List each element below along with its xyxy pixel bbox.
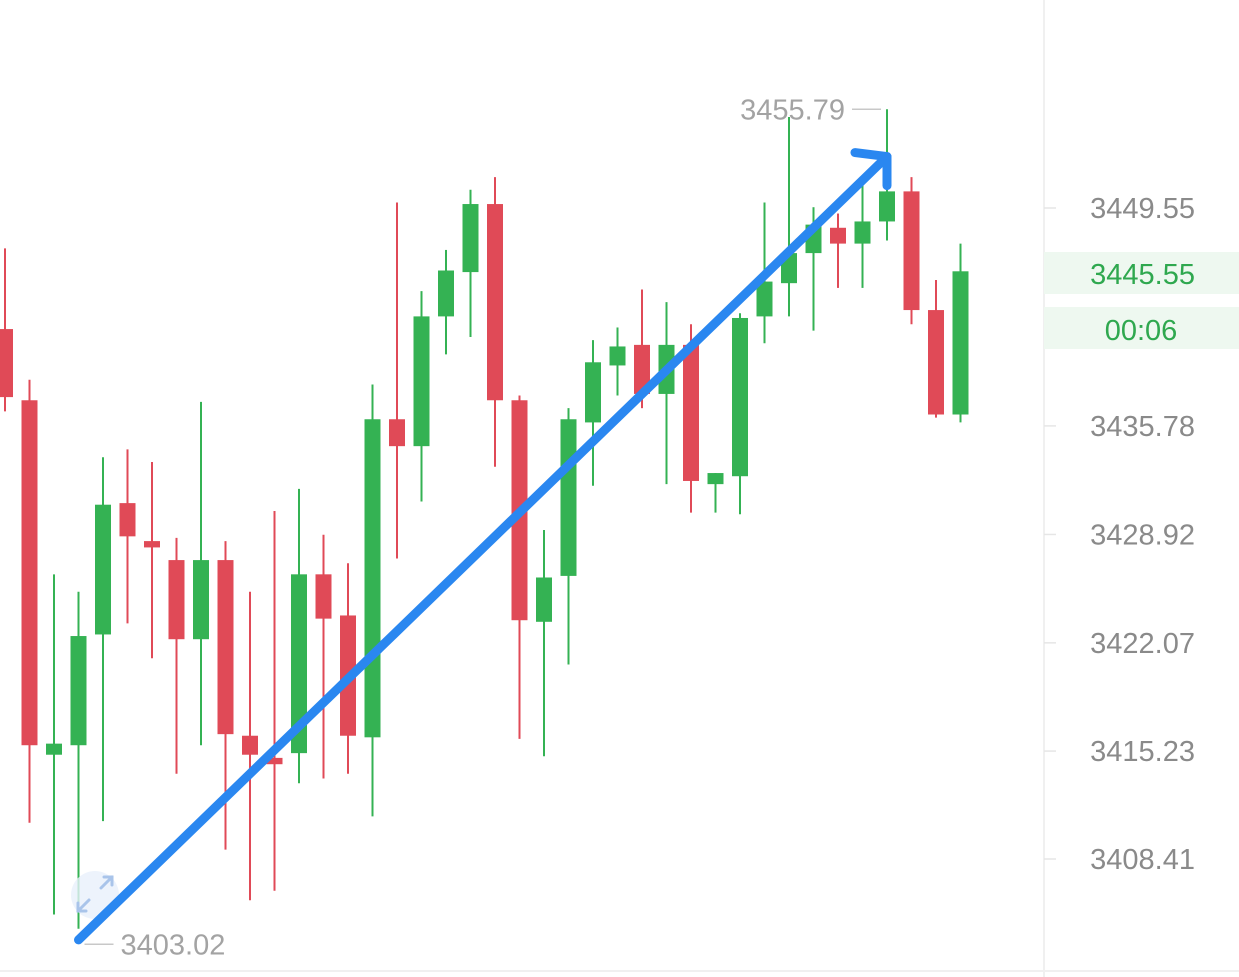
candle-body [315, 574, 332, 619]
candle-body [854, 221, 871, 244]
candle-body [756, 281, 773, 317]
candle [487, 177, 503, 467]
candle-body [0, 329, 13, 398]
candle [315, 534, 332, 779]
candle-body [217, 560, 234, 735]
candle [413, 291, 430, 502]
expand-arrows-icon [76, 875, 114, 913]
candle [266, 511, 283, 891]
candle-body [70, 636, 87, 746]
candle-body [119, 503, 136, 537]
candle-body [21, 400, 38, 746]
price-axis: 3449.55 3435.78 3428.92 3422.07 3415.23 3408.… [1044, 193, 1195, 876]
candle-body [634, 344, 650, 394]
candle [536, 530, 552, 757]
candle [462, 189, 479, 337]
candle-body [168, 560, 185, 640]
high-price-label: 3455.79 [740, 94, 845, 126]
candle [683, 324, 699, 513]
candle-body [364, 419, 381, 738]
candle [854, 181, 871, 288]
candle-body [585, 362, 601, 423]
candle-body [830, 227, 846, 244]
candle-body [438, 270, 454, 317]
candle-body [952, 271, 969, 415]
candle [193, 401, 209, 746]
candle-body [928, 310, 944, 415]
candle-body [413, 316, 430, 447]
countdown-badge [1044, 307, 1239, 349]
candle [389, 202, 405, 559]
candle [95, 457, 111, 822]
candle-body [683, 344, 699, 481]
trend-arrow-shaft[interactable] [74, 152, 892, 945]
candle [144, 461, 160, 659]
candle-body [291, 574, 307, 754]
y-tick-label: 3449.55 [1090, 193, 1195, 225]
candle-body [266, 757, 283, 765]
candle [928, 279, 944, 418]
y-tick-label: 3415.23 [1090, 736, 1195, 768]
current-price-label: 3445.55 [1090, 259, 1195, 291]
candle [585, 340, 601, 486]
y-tick-label: 3422.07 [1090, 628, 1195, 660]
candle [903, 177, 920, 325]
candle [242, 591, 258, 901]
candle-body [903, 191, 920, 311]
candle [119, 449, 136, 624]
candle [70, 591, 87, 929]
extremes-layer: 3455.79 3403.02 [84, 94, 881, 961]
candle [291, 488, 307, 784]
candle-body [242, 735, 258, 755]
candle [0, 248, 13, 412]
y-tick-label: 3408.41 [1090, 844, 1195, 876]
candle-body [144, 541, 160, 548]
candle [609, 327, 626, 396]
candle [830, 213, 846, 288]
candle-body [95, 504, 111, 635]
trend-arrow-head[interactable] [850, 148, 892, 191]
candle [21, 379, 38, 823]
candle-body [389, 419, 405, 447]
low-price-label: 3403.02 [121, 929, 226, 961]
candle [707, 473, 724, 513]
candle [952, 243, 969, 423]
trend-arrow[interactable] [74, 148, 892, 945]
candle-body [609, 346, 626, 366]
candle [46, 574, 62, 915]
candle-body [193, 560, 209, 640]
candle [438, 249, 454, 355]
candle-body [46, 743, 62, 755]
candle-body [732, 317, 748, 477]
candle-body [707, 473, 724, 485]
candle-body [462, 204, 479, 273]
candles-layer [0, 109, 969, 929]
y-tick-label: 3435.78 [1090, 411, 1195, 443]
candle-body [560, 419, 577, 576]
candle [168, 537, 185, 774]
candle-body [487, 204, 503, 401]
current-price-badge [1044, 252, 1239, 294]
candle [732, 313, 748, 515]
countdown-label: 00:06 [1105, 315, 1178, 347]
y-tick-label: 3428.92 [1090, 519, 1195, 551]
candle-body [879, 191, 895, 222]
candle-body [536, 577, 552, 622]
